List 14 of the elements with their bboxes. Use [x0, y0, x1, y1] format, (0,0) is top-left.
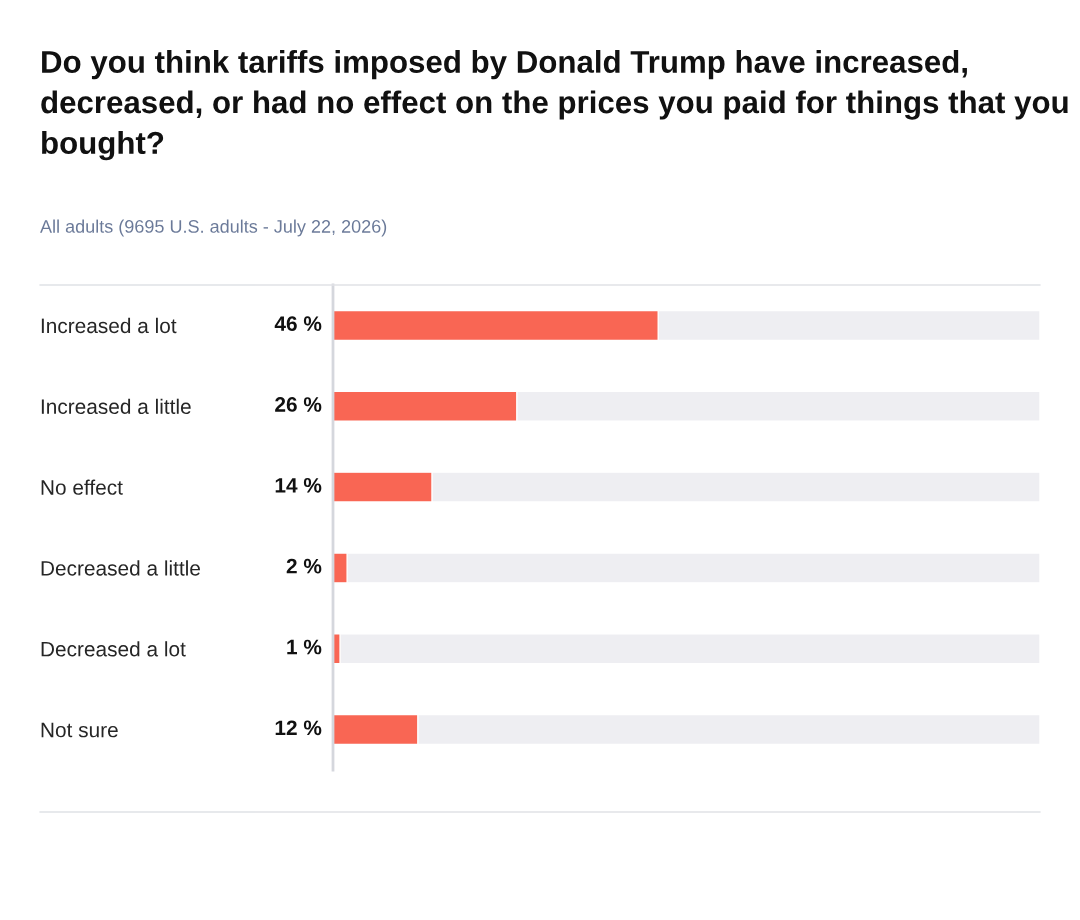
- data-label: 1 %: [287, 639, 322, 655]
- y-tick-label: Increased a lot: [41, 317, 177, 334]
- y-tick-label: Decreased a lot: [41, 641, 186, 657]
- y-tick-label: No effect: [41, 479, 123, 495]
- y-tick-label: Increased a little: [41, 398, 191, 414]
- chart-title: Do you think tariffs imposed by Donald Trump have increased, decreased, or had no effect on the prices you paid for things that you bought?: [41, 50, 1068, 161]
- data-label: 46 %: [274, 316, 322, 332]
- chart-subtitle: All adults (9695 U.S. adults - July 22, 2026): [40, 219, 387, 237]
- data-label: 14 %: [275, 477, 322, 493]
- data-label: 26 %: [275, 397, 322, 412]
- data-label: 12 %: [275, 720, 322, 736]
- data-label: 2 %: [286, 558, 322, 574]
- y-tick-label: Not sure: [41, 722, 118, 738]
- y-tick-label: Decreased a little: [41, 560, 200, 576]
